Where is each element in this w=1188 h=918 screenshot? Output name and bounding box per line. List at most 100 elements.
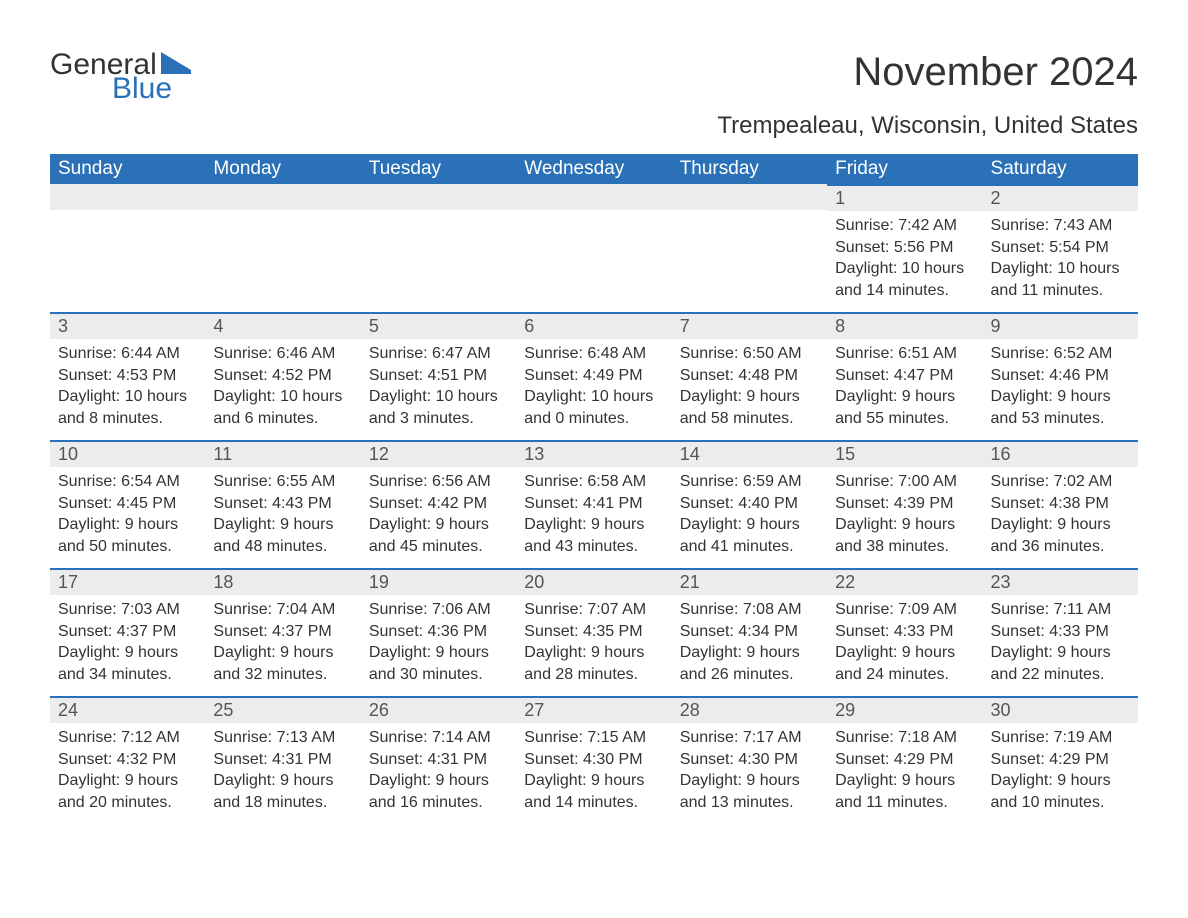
calendar-cell: 3Sunrise: 6:44 AMSunset: 4:53 PMDaylight… — [50, 312, 205, 440]
day-number: 29 — [827, 696, 982, 723]
daylight-line: Daylight: 9 hours and 53 minutes. — [991, 386, 1130, 429]
day-of-week-header: Tuesday — [361, 154, 516, 184]
day-number: 8 — [827, 312, 982, 339]
calendar-cell: 27Sunrise: 7:15 AMSunset: 4:30 PMDayligh… — [516, 696, 671, 824]
daylight-line: Daylight: 9 hours and 28 minutes. — [524, 642, 663, 685]
sunset-line: Sunset: 4:46 PM — [991, 365, 1130, 387]
daylight-line: Daylight: 9 hours and 38 minutes. — [835, 514, 974, 557]
calendar-cell — [205, 184, 360, 312]
calendar-cell: 15Sunrise: 7:00 AMSunset: 4:39 PMDayligh… — [827, 440, 982, 568]
sunrise-line: Sunrise: 6:56 AM — [369, 471, 508, 493]
day-details: Sunrise: 7:09 AMSunset: 4:33 PMDaylight:… — [827, 595, 982, 685]
daylight-line: Daylight: 9 hours and 13 minutes. — [680, 770, 819, 813]
daylight-line: Daylight: 9 hours and 41 minutes. — [680, 514, 819, 557]
calendar-cell: 25Sunrise: 7:13 AMSunset: 4:31 PMDayligh… — [205, 696, 360, 824]
day-number: 27 — [516, 696, 671, 723]
daylight-line: Daylight: 9 hours and 36 minutes. — [991, 514, 1130, 557]
sunset-line: Sunset: 4:43 PM — [213, 493, 352, 515]
daylight-line: Daylight: 10 hours and 8 minutes. — [58, 386, 197, 429]
day-of-week-header: Monday — [205, 154, 360, 184]
daylight-line: Daylight: 10 hours and 11 minutes. — [991, 258, 1130, 301]
day-details: Sunrise: 7:19 AMSunset: 4:29 PMDaylight:… — [983, 723, 1138, 813]
day-of-week-header: Thursday — [672, 154, 827, 184]
sunrise-line: Sunrise: 7:04 AM — [213, 599, 352, 621]
page-title: November 2024 — [853, 50, 1138, 95]
day-details: Sunrise: 6:56 AMSunset: 4:42 PMDaylight:… — [361, 467, 516, 557]
sunset-line: Sunset: 4:34 PM — [680, 621, 819, 643]
sunset-line: Sunset: 4:42 PM — [369, 493, 508, 515]
calendar-cell — [516, 184, 671, 312]
sunrise-line: Sunrise: 7:18 AM — [835, 727, 974, 749]
calendar-cell: 4Sunrise: 6:46 AMSunset: 4:52 PMDaylight… — [205, 312, 360, 440]
daylight-line: Daylight: 9 hours and 34 minutes. — [58, 642, 197, 685]
sunset-line: Sunset: 4:31 PM — [369, 749, 508, 771]
sunrise-line: Sunrise: 7:08 AM — [680, 599, 819, 621]
day-number: 17 — [50, 568, 205, 595]
day-number: 2 — [983, 184, 1138, 211]
calendar-week-row: 17Sunrise: 7:03 AMSunset: 4:37 PMDayligh… — [50, 568, 1138, 696]
sunrise-line: Sunrise: 7:15 AM — [524, 727, 663, 749]
day-details: Sunrise: 7:02 AMSunset: 4:38 PMDaylight:… — [983, 467, 1138, 557]
daylight-line: Daylight: 10 hours and 6 minutes. — [213, 386, 352, 429]
sunrise-line: Sunrise: 7:13 AM — [213, 727, 352, 749]
day-details: Sunrise: 6:50 AMSunset: 4:48 PMDaylight:… — [672, 339, 827, 429]
day-number: 3 — [50, 312, 205, 339]
calendar-cell: 10Sunrise: 6:54 AMSunset: 4:45 PMDayligh… — [50, 440, 205, 568]
daylight-line: Daylight: 9 hours and 43 minutes. — [524, 514, 663, 557]
day-details: Sunrise: 6:54 AMSunset: 4:45 PMDaylight:… — [50, 467, 205, 557]
sunrise-line: Sunrise: 6:52 AM — [991, 343, 1130, 365]
daylight-line: Daylight: 9 hours and 16 minutes. — [369, 770, 508, 813]
calendar-week-row: 10Sunrise: 6:54 AMSunset: 4:45 PMDayligh… — [50, 440, 1138, 568]
day-details: Sunrise: 7:11 AMSunset: 4:33 PMDaylight:… — [983, 595, 1138, 685]
calendar-cell: 18Sunrise: 7:04 AMSunset: 4:37 PMDayligh… — [205, 568, 360, 696]
day-details: Sunrise: 6:48 AMSunset: 4:49 PMDaylight:… — [516, 339, 671, 429]
sunrise-line: Sunrise: 6:44 AM — [58, 343, 197, 365]
daylight-line: Daylight: 9 hours and 22 minutes. — [991, 642, 1130, 685]
calendar-week-row: 24Sunrise: 7:12 AMSunset: 4:32 PMDayligh… — [50, 696, 1138, 824]
daylight-line: Daylight: 9 hours and 55 minutes. — [835, 386, 974, 429]
day-number: 18 — [205, 568, 360, 595]
sunset-line: Sunset: 4:35 PM — [524, 621, 663, 643]
sunset-line: Sunset: 4:47 PM — [835, 365, 974, 387]
daylight-line: Daylight: 10 hours and 14 minutes. — [835, 258, 974, 301]
day-details: Sunrise: 7:15 AMSunset: 4:30 PMDaylight:… — [516, 723, 671, 813]
sunset-line: Sunset: 5:54 PM — [991, 237, 1130, 259]
day-number: 15 — [827, 440, 982, 467]
calendar-cell — [361, 184, 516, 312]
day-details: Sunrise: 6:52 AMSunset: 4:46 PMDaylight:… — [983, 339, 1138, 429]
day-details: Sunrise: 7:17 AMSunset: 4:30 PMDaylight:… — [672, 723, 827, 813]
empty-day-bar — [672, 184, 827, 210]
day-details: Sunrise: 6:59 AMSunset: 4:40 PMDaylight:… — [672, 467, 827, 557]
day-number: 20 — [516, 568, 671, 595]
calendar-cell: 20Sunrise: 7:07 AMSunset: 4:35 PMDayligh… — [516, 568, 671, 696]
calendar-cell: 24Sunrise: 7:12 AMSunset: 4:32 PMDayligh… — [50, 696, 205, 824]
sunrise-line: Sunrise: 7:12 AM — [58, 727, 197, 749]
day-details: Sunrise: 7:06 AMSunset: 4:36 PMDaylight:… — [361, 595, 516, 685]
logo: General Blue — [50, 50, 195, 104]
day-of-week-header: Saturday — [983, 154, 1138, 184]
day-number: 28 — [672, 696, 827, 723]
calendar-cell: 28Sunrise: 7:17 AMSunset: 4:30 PMDayligh… — [672, 696, 827, 824]
day-details: Sunrise: 6:47 AMSunset: 4:51 PMDaylight:… — [361, 339, 516, 429]
calendar-cell — [672, 184, 827, 312]
day-number: 30 — [983, 696, 1138, 723]
sunset-line: Sunset: 4:37 PM — [58, 621, 197, 643]
day-details: Sunrise: 6:58 AMSunset: 4:41 PMDaylight:… — [516, 467, 671, 557]
calendar-table: SundayMondayTuesdayWednesdayThursdayFrid… — [50, 154, 1138, 824]
empty-day-bar — [361, 184, 516, 210]
day-details: Sunrise: 7:43 AMSunset: 5:54 PMDaylight:… — [983, 211, 1138, 301]
daylight-line: Daylight: 9 hours and 30 minutes. — [369, 642, 508, 685]
sunrise-line: Sunrise: 6:50 AM — [680, 343, 819, 365]
sunrise-line: Sunrise: 6:55 AM — [213, 471, 352, 493]
day-number: 14 — [672, 440, 827, 467]
day-details: Sunrise: 7:03 AMSunset: 4:37 PMDaylight:… — [50, 595, 205, 685]
sunset-line: Sunset: 4:41 PM — [524, 493, 663, 515]
sunset-line: Sunset: 4:30 PM — [680, 749, 819, 771]
day-number: 11 — [205, 440, 360, 467]
day-details: Sunrise: 7:12 AMSunset: 4:32 PMDaylight:… — [50, 723, 205, 813]
sunset-line: Sunset: 4:32 PM — [58, 749, 197, 771]
day-details: Sunrise: 7:14 AMSunset: 4:31 PMDaylight:… — [361, 723, 516, 813]
day-of-week-header: Wednesday — [516, 154, 671, 184]
sunrise-line: Sunrise: 6:47 AM — [369, 343, 508, 365]
daylight-line: Daylight: 9 hours and 10 minutes. — [991, 770, 1130, 813]
